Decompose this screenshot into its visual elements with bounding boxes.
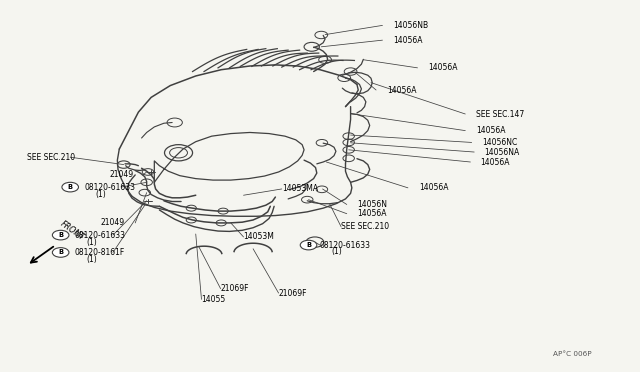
Circle shape	[300, 240, 317, 250]
Text: 14056A: 14056A	[394, 36, 423, 45]
Circle shape	[52, 230, 69, 240]
Text: 14053M: 14053M	[244, 232, 275, 241]
Text: 14056NA: 14056NA	[484, 148, 520, 157]
Text: 14056A: 14056A	[428, 63, 458, 72]
Text: 14056A: 14056A	[387, 86, 417, 94]
Text: SEE SEC.210: SEE SEC.210	[27, 153, 75, 162]
Circle shape	[52, 248, 69, 257]
Text: B: B	[306, 242, 311, 248]
Text: 08120-8161F: 08120-8161F	[75, 248, 125, 257]
Text: 08120-61633: 08120-61633	[84, 183, 135, 192]
Text: (1): (1)	[86, 238, 97, 247]
Text: 14056NC: 14056NC	[483, 138, 518, 147]
Text: 21069F: 21069F	[221, 284, 249, 293]
Text: 14056A: 14056A	[357, 209, 387, 218]
Text: AP°C 006P: AP°C 006P	[552, 351, 591, 357]
Text: (1): (1)	[332, 247, 342, 256]
Text: 14056A: 14056A	[476, 126, 506, 135]
Text: 08120-61633: 08120-61633	[320, 241, 371, 250]
Text: FRONT: FRONT	[59, 219, 86, 242]
Text: 21069F: 21069F	[278, 289, 307, 298]
Text: (1): (1)	[86, 255, 97, 264]
Text: 14055: 14055	[202, 295, 226, 304]
Text: (1): (1)	[96, 190, 106, 199]
Text: 14053MA: 14053MA	[282, 185, 318, 193]
Text: B: B	[58, 250, 63, 256]
Text: 14056NB: 14056NB	[394, 21, 428, 30]
Text: SEE SEC.147: SEE SEC.147	[476, 109, 524, 119]
Text: B: B	[58, 232, 63, 238]
Text: 14056A: 14056A	[481, 157, 510, 167]
Text: 08120-61633: 08120-61633	[75, 231, 125, 240]
Text: 21049: 21049	[109, 170, 134, 179]
Text: SEE SEC.210: SEE SEC.210	[341, 222, 389, 231]
Text: B: B	[68, 184, 73, 190]
Text: 14056A: 14056A	[419, 183, 448, 192]
Circle shape	[62, 182, 79, 192]
Text: 21049: 21049	[100, 218, 124, 227]
Text: 14056N: 14056N	[357, 200, 387, 209]
